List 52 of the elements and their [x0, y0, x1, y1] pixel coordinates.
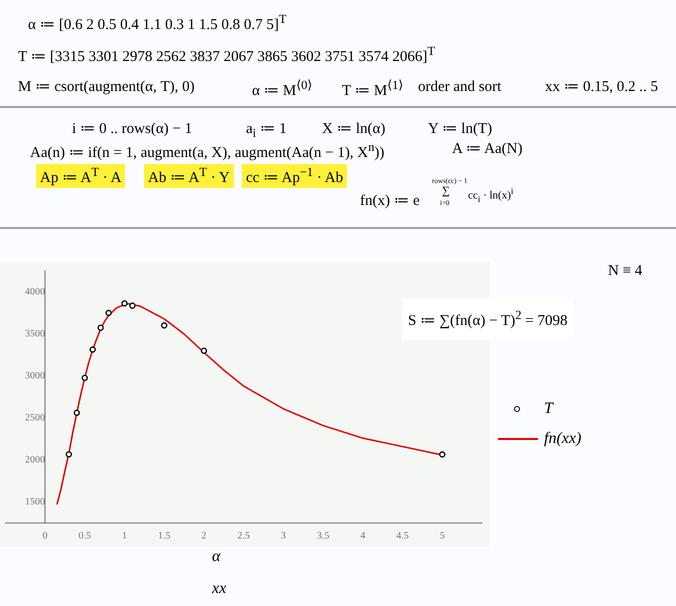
- text: A ≔ Aa(N): [452, 140, 522, 158]
- y-tick-label: 4000: [25, 286, 46, 298]
- point: [82, 374, 88, 381]
- x-tick-label: 4: [360, 530, 366, 542]
- point: [129, 302, 136, 309]
- y-tick-label: 3000: [25, 370, 46, 382]
- legend-label: T: [543, 400, 553, 418]
- point: [121, 300, 128, 306]
- text: Aa(n) ≔ if(n = 1, augment(a, X), augment(Aa(n − 1), X$^{n}$)): [30, 140, 384, 162]
- x-tick-label: 5: [440, 530, 445, 542]
- x-tick-label: 3: [280, 530, 286, 542]
- text: α ≔ [0.6 2 0.5 0.4 1.1 0.3 1 1.5 0.8 0.7 5]$^{T}$: [28, 12, 286, 34]
- x-axis-title: α xx: [212, 548, 226, 598]
- y-tick-label: 1500: [25, 496, 46, 508]
- legend-label: fn(xx): [543, 430, 582, 448]
- point: [74, 410, 80, 416]
- text: Y ≔ ln(T): [428, 120, 492, 138]
- text: ∑: [442, 185, 450, 198]
- y-tick-label: 2500: [25, 412, 46, 424]
- text: i ≔ 0 .. rows(α) − 1: [72, 120, 192, 138]
- point: [161, 322, 168, 329]
- x-tick-label: 0.5: [78, 530, 91, 542]
- point: [90, 346, 96, 353]
- text: T ≔ M$^{⟨1⟩}$: [342, 78, 404, 100]
- text: xx ≔ 0.15, 0.2 .. 5: [545, 78, 658, 96]
- point: [105, 310, 112, 316]
- text: cc$_{i}$ · ln(x)$^{i}$: [468, 186, 514, 205]
- point: [66, 451, 72, 458]
- y-tick-label: 3500: [25, 328, 46, 340]
- x-tick-label: 1.5: [158, 530, 170, 542]
- x-tick-label: 0: [42, 530, 48, 542]
- text: N ≡ 4: [608, 262, 642, 280]
- x-tick-label: 3.5: [316, 530, 330, 542]
- x-tick-label: 4.5: [396, 530, 409, 542]
- point: [97, 324, 104, 331]
- text: M ≔ csort(augment(α, T), 0): [18, 78, 195, 96]
- text: cc ≔ Ap$^{−1}$ · Ab: [242, 164, 348, 188]
- x-tick-label: 2: [201, 530, 206, 542]
- text: X ≔ ln(α): [322, 120, 386, 138]
- x-tick-label: 2.5: [237, 530, 250, 542]
- text: T ≔ [3315 3301 2978 2562 3837 2067 3865 3602 3751 3574 2066]$^{T}$: [18, 44, 436, 66]
- text: fn(x) ≔ e: [360, 192, 420, 210]
- text: α ≔ M$^{⟨0⟩}$: [252, 78, 312, 100]
- x-tick-label: 1: [122, 530, 127, 542]
- text: Ap ≔ A$^{T}$ · A: [36, 164, 126, 188]
- point: [439, 451, 446, 458]
- text: Ab ≔ A$^{T}$ · Y: [144, 164, 234, 188]
- point: [200, 348, 208, 354]
- text: order and sort: [418, 78, 502, 96]
- text: a$_{i}$ ≔ 1: [246, 120, 287, 141]
- annotation: S ≔ ∑(fn(α) − T)$^{2}$ = 7098: [402, 298, 574, 340]
- y-tick-label: 2000: [25, 454, 46, 466]
